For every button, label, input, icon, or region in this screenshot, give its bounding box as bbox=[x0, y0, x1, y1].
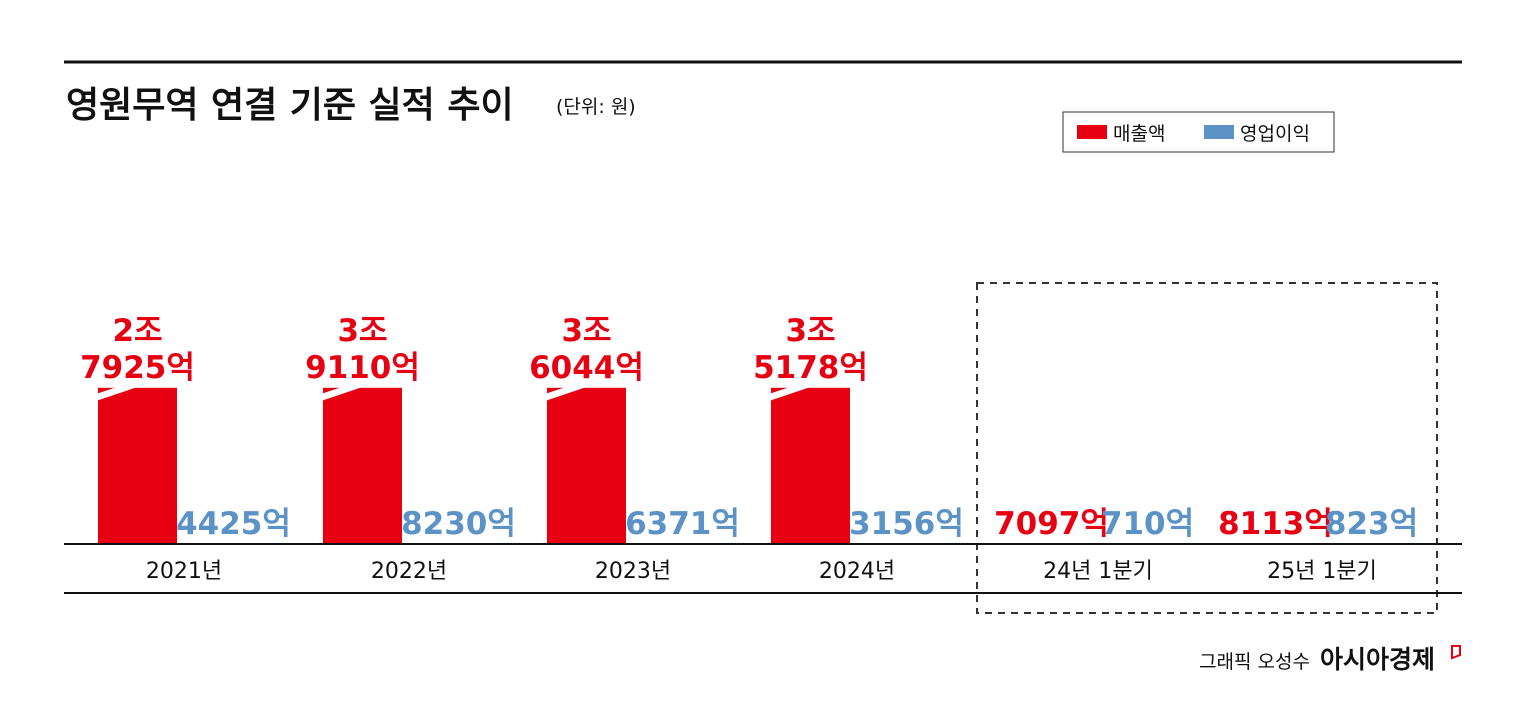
label-profit-5: 823억 bbox=[1325, 506, 1418, 542]
x-tick-1: 2022년 bbox=[371, 559, 447, 584]
label-profit-2: 6371억 bbox=[625, 506, 740, 542]
label-sales-4-0: 7097억 bbox=[994, 506, 1109, 542]
bar-sales-2 bbox=[547, 387, 626, 544]
legend-swatch-sales bbox=[1077, 125, 1107, 139]
x-tick-0: 2021년 bbox=[146, 559, 222, 584]
label-sales-5-0: 8113억 bbox=[1218, 506, 1333, 542]
axis-break-3 bbox=[769, 366, 852, 401]
axis-break-0 bbox=[96, 366, 179, 401]
x-tick-4: 24년 1분기 bbox=[1043, 559, 1153, 584]
legend-swatch-profit bbox=[1204, 125, 1234, 139]
label-sales-3-0: 3조 bbox=[785, 313, 835, 349]
label-sales-1-0: 3조 bbox=[337, 313, 387, 349]
bar-sales-3 bbox=[771, 387, 850, 544]
label-sales-0-0: 2조 bbox=[112, 313, 162, 349]
quarter-highlight-box bbox=[976, 282, 1438, 614]
label-profit-1: 8230억 bbox=[401, 506, 516, 542]
x-tick-5: 25년 1분기 bbox=[1267, 559, 1377, 584]
legend-box bbox=[1062, 111, 1335, 153]
label-sales-1-1: 9110억 bbox=[305, 350, 420, 386]
legend-label-profit: 영업이익 bbox=[1240, 123, 1310, 145]
x-tick-3: 2024년 bbox=[819, 559, 895, 584]
x-tick-2: 2023년 bbox=[595, 559, 671, 584]
legend-label-sales: 매출액 bbox=[1113, 123, 1165, 145]
label-sales-2-1: 6044억 bbox=[529, 350, 644, 386]
value-labels: 2조7925억4425억3조9110억8230억3조6044억6371억3조51… bbox=[80, 313, 1418, 542]
bars bbox=[96, 366, 1408, 544]
credit-brand: 아시아경제 bbox=[1320, 645, 1435, 674]
axis-break-2 bbox=[545, 366, 628, 401]
label-sales-2-0: 3조 bbox=[561, 313, 611, 349]
brand-mark-icon bbox=[1451, 645, 1461, 660]
axis-break-1 bbox=[321, 366, 404, 401]
legend: 매출액 영업이익 bbox=[1062, 111, 1335, 153]
bar-sales-0 bbox=[98, 387, 177, 544]
credit-author: 그래픽 오성수 bbox=[1199, 651, 1310, 673]
label-profit-4: 710억 bbox=[1101, 506, 1194, 542]
x-tick-labels: 2021년 2022년 2023년 2024년 24년 1분기 25년 1분기 bbox=[146, 559, 1377, 584]
chart-title: 영원무역 연결 기준 실적 추이 bbox=[66, 85, 514, 126]
label-profit-0: 4425억 bbox=[176, 506, 291, 542]
label-profit-3: 3156억 bbox=[849, 506, 964, 542]
bar-sales-1 bbox=[323, 387, 402, 544]
label-sales-3-1: 5178억 bbox=[753, 350, 868, 386]
chart-unit: (단위: 원) bbox=[556, 96, 636, 118]
label-sales-0-1: 7925억 bbox=[80, 350, 195, 386]
